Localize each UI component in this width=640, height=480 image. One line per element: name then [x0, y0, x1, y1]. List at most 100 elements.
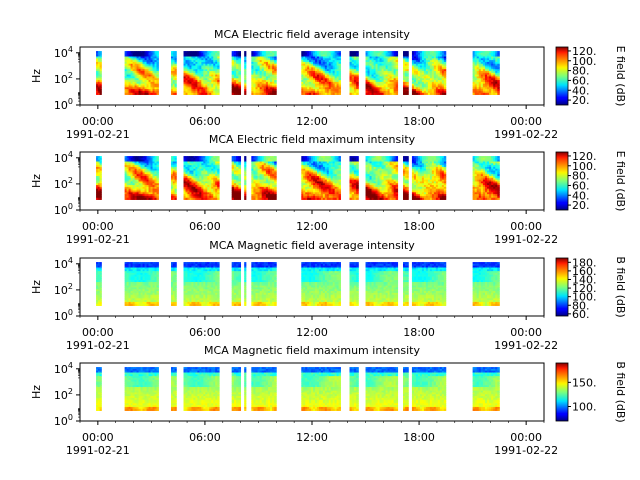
spectrogram-cell	[301, 185, 304, 188]
spectrogram-cell	[369, 56, 372, 59]
spectrogram-cell	[259, 183, 263, 186]
spectrogram-cell	[213, 89, 216, 92]
spectrogram-cell	[324, 69, 328, 72]
spectrogram-cell	[255, 168, 258, 171]
spectrogram-cell	[369, 65, 372, 68]
spectrogram-cell	[244, 63, 247, 66]
spectrogram-cell	[199, 61, 202, 65]
spectrogram-cell	[330, 58, 334, 61]
spectrogram-cell	[146, 87, 149, 90]
spectrogram-cell	[233, 181, 237, 184]
spectrogram-cell	[156, 54, 159, 57]
spectrogram-cell	[491, 58, 494, 61]
spectrogram-cell	[265, 165, 269, 168]
spectrogram-cell	[265, 163, 269, 166]
spectrogram-cell	[474, 67, 478, 70]
spectrogram-cell	[174, 52, 177, 56]
spectrogram-cell	[142, 186, 145, 190]
spectrogram-cell	[213, 87, 216, 90]
spectrogram-cell	[213, 165, 216, 168]
spectrogram-cell	[187, 81, 190, 85]
spectrogram-cell	[142, 168, 145, 171]
spectrogram-cell	[130, 176, 133, 179]
spectrogram-cell	[377, 67, 380, 70]
spectrogram-cell	[189, 185, 192, 188]
spectrogram-cell	[317, 80, 320, 83]
spectrogram-cell	[195, 174, 198, 177]
spectrogram-cell	[309, 67, 312, 70]
spectrogram-cell	[171, 195, 174, 199]
spectrogram-cell	[183, 60, 186, 63]
spectrogram-cell	[255, 92, 258, 95]
spectrogram-cell	[431, 69, 435, 72]
spectrogram-cell	[195, 170, 198, 173]
spectrogram-cell	[305, 176, 308, 179]
spectrogram-cell	[377, 69, 380, 72]
spectrogram-cell	[324, 51, 328, 54]
spectrogram-cell	[313, 83, 316, 86]
spectrogram-cell	[474, 85, 478, 88]
spectrogram-cell	[124, 80, 128, 83]
spectrogram-cell	[156, 168, 159, 171]
spectrogram-cell	[152, 181, 155, 184]
spectrogram-cell	[274, 51, 277, 54]
spectrogram-cell	[495, 63, 498, 66]
spectrogram-cell	[187, 165, 190, 168]
spectrogram-cell	[411, 60, 415, 63]
spectrogram-cell	[309, 60, 312, 63]
spectrogram-cell	[353, 61, 357, 65]
spectrogram-cell	[301, 76, 304, 79]
spectrogram-cell	[134, 185, 137, 188]
spectrogram-cell	[134, 179, 137, 182]
spectrogram-cell	[427, 52, 431, 56]
spectrogram-cell	[183, 168, 186, 171]
spectrogram-cell	[187, 166, 190, 170]
spectrogram-cell	[183, 71, 186, 74]
spectrogram-cell	[244, 51, 247, 54]
spectrogram-cell	[332, 80, 336, 83]
spectrogram-cell	[338, 90, 341, 94]
spectrogram-cell	[309, 87, 312, 90]
spectrogram-cell	[389, 85, 393, 88]
spectrogram-cell	[148, 163, 151, 166]
spectrogram-cell	[406, 71, 409, 74]
spectrogram-cell	[144, 85, 147, 88]
spectrogram-cell	[263, 166, 267, 170]
spectrogram-cell	[317, 186, 320, 190]
spectrogram-cell	[259, 168, 263, 171]
spectrogram-cell	[259, 80, 263, 83]
spectrogram-cell	[307, 60, 310, 63]
spectrogram-cell	[311, 54, 314, 57]
spectrogram-cell	[199, 166, 202, 170]
spectrogram-cell	[259, 190, 263, 193]
spectrogram-cell	[439, 56, 443, 59]
spectrogram-cell	[383, 80, 387, 83]
spectrogram-cell	[203, 156, 206, 159]
spectrogram-cell	[395, 60, 399, 63]
spectrogram-cell	[134, 186, 137, 190]
spectrogram-cell	[478, 61, 482, 65]
spectrogram-cell	[187, 51, 190, 54]
spectrogram-cell	[140, 87, 143, 90]
spectrogram-cell	[171, 181, 174, 184]
spectrogram-cell	[437, 60, 441, 63]
spectrogram-cell	[213, 92, 216, 95]
spectrogram-cell	[272, 165, 275, 168]
spectrogram-cell	[193, 51, 196, 54]
spectrogram-cell	[326, 89, 330, 92]
spectrogram-cell	[301, 69, 304, 72]
spectrogram-cell	[270, 92, 273, 95]
spectrogram-cell	[132, 90, 135, 94]
spectrogram-cell	[197, 81, 200, 85]
spectrogram-cell	[356, 89, 359, 92]
spectrogram-cell	[311, 163, 314, 166]
spectrogram-cell	[415, 60, 419, 63]
spectrogram-cell	[406, 80, 409, 83]
spectrogram-cell	[124, 78, 128, 81]
spectrogram-cell	[472, 69, 476, 72]
spectrogram-cell	[379, 83, 382, 86]
spectrogram-cell	[303, 156, 306, 159]
spectrogram-cell	[144, 71, 147, 74]
spectrogram-cell	[233, 161, 237, 164]
spectrogram-cell	[255, 159, 258, 162]
